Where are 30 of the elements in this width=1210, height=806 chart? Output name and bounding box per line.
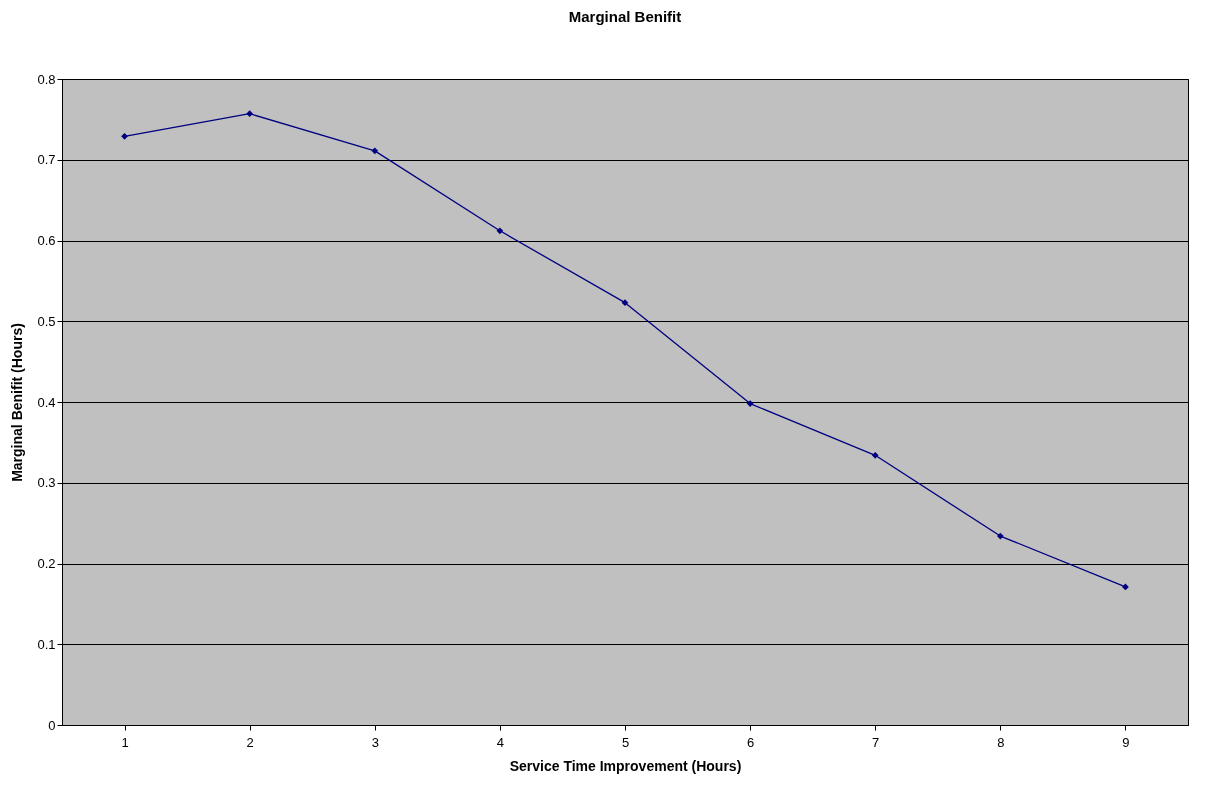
- point: [371, 147, 379, 155]
- point: [246, 110, 254, 118]
- x-tick-label: 6: [746, 734, 755, 750]
- x-tick-label: 7: [872, 734, 880, 750]
- point: [121, 132, 128, 140]
- y-tick-label: 0.7: [37, 152, 56, 168]
- chart-title: Marginal Benifit: [568, 8, 682, 25]
- point: [621, 299, 629, 307]
- y-tick-label: 0.2: [37, 556, 56, 571]
- x-tick-label: 8: [997, 734, 1005, 750]
- x-tick-label: 3: [371, 734, 379, 750]
- y-tick-label: 0: [48, 717, 56, 733]
- x-tick-label: 5: [621, 734, 630, 750]
- point: [871, 451, 879, 459]
- x-tick-label: 9: [1122, 734, 1130, 750]
- y-tick-label: 0.3: [37, 475, 56, 491]
- point: [746, 400, 754, 407]
- y-tick-label: 0.4: [37, 394, 56, 410]
- y-axis-title: Marginal Benifit (Hours): [9, 323, 26, 482]
- point: [1122, 583, 1129, 591]
- y-tick-label: 0.1: [37, 636, 56, 652]
- y-tick-label: 0.8: [37, 71, 56, 87]
- y-tick-label: 0.6: [37, 233, 56, 248]
- point: [496, 227, 504, 235]
- y-tick-label: 0.5: [37, 313, 56, 329]
- x-axis-title: Service Time Improvement (Hours): [509, 757, 742, 774]
- x-tick-label: 4: [496, 734, 505, 750]
- point: [996, 532, 1004, 540]
- x-tick-label: 1: [121, 734, 129, 750]
- x-tick-label: 2: [246, 734, 254, 750]
